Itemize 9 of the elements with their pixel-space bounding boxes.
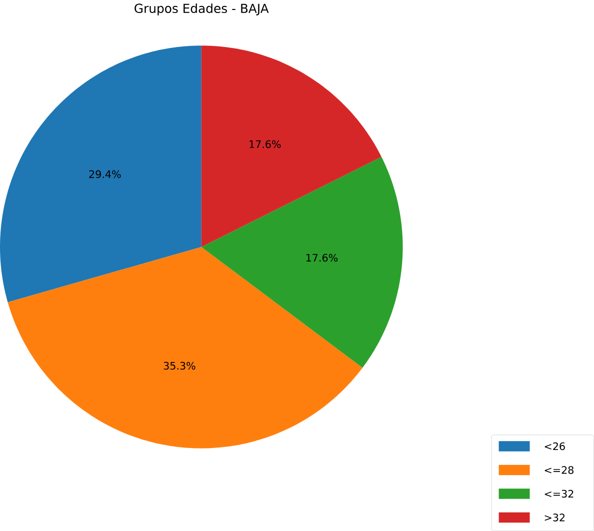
data-label: 35.3% [164, 362, 196, 370]
chart-title: Grupos Edades - BAJA [134, 3, 269, 16]
data-label: 17.6% [250, 140, 281, 148]
legend-label: <=32 [544, 490, 574, 498]
data-label: 29.4% [89, 170, 121, 178]
data-label: 17.6% [306, 254, 338, 262]
legend-label: <26 [544, 442, 565, 450]
legend-label: <=28 [544, 466, 574, 474]
legend-label: >32 [544, 514, 565, 522]
